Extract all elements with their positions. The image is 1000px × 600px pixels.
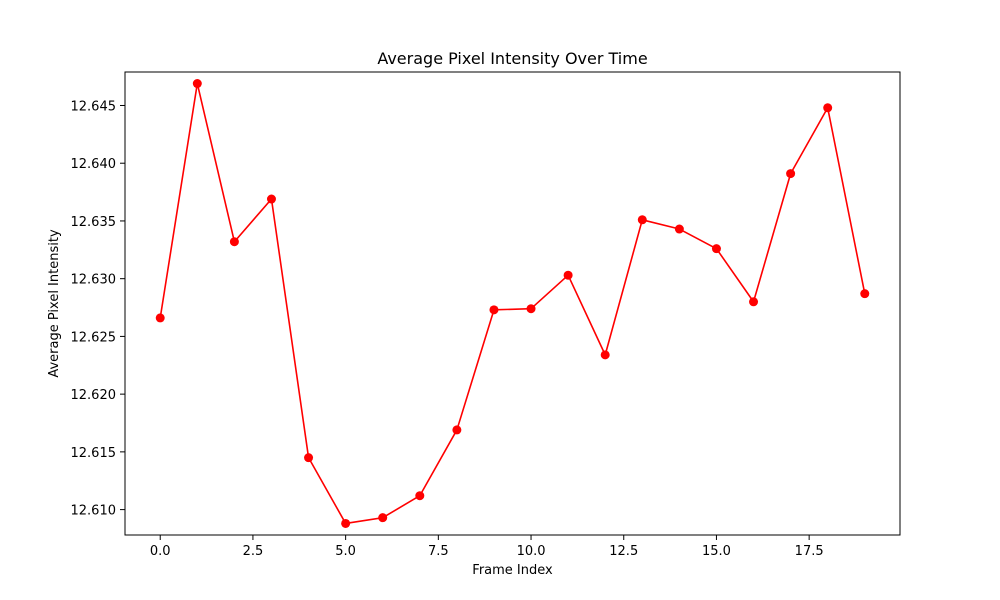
x-tick-label: 5.0 — [335, 544, 356, 559]
y-tick-label: 12.630 — [71, 273, 117, 288]
data-point — [786, 169, 796, 179]
y-tick-label: 12.620 — [71, 388, 117, 403]
x-tick-label: 10.0 — [517, 544, 546, 559]
data-point — [229, 237, 239, 247]
data-point — [415, 491, 425, 501]
data-point — [489, 305, 499, 315]
x-tick-label: 12.5 — [609, 544, 638, 559]
y-tick-label: 12.625 — [71, 330, 117, 345]
data-point — [526, 304, 536, 314]
data-point — [674, 224, 684, 234]
data-point — [860, 289, 870, 299]
data-point — [452, 425, 462, 435]
data-point — [563, 270, 573, 280]
data-point — [711, 244, 721, 254]
y-tick-label: 12.615 — [71, 446, 117, 461]
series-layer — [155, 79, 870, 528]
x-tick-label: 2.5 — [243, 544, 264, 559]
series-line — [159, 82, 866, 525]
x-tick-label: 7.5 — [428, 544, 449, 559]
x-tick-label: 17.5 — [795, 544, 824, 559]
y-tick-label: 12.610 — [71, 504, 117, 519]
chart-title: Average Pixel Intensity Over Time — [377, 49, 647, 68]
plot-frame — [124, 71, 901, 536]
y-tick-label: 12.640 — [71, 157, 117, 172]
x-tick-label: 15.0 — [702, 544, 731, 559]
y-tick-label: 12.645 — [71, 99, 117, 114]
data-point — [600, 350, 610, 360]
data-point — [266, 194, 276, 204]
data-point — [823, 103, 833, 113]
data-point — [341, 518, 351, 528]
x-axis-label: Frame Index — [472, 563, 553, 578]
plot-area — [124, 71, 901, 536]
x-tick-label: 0.0 — [150, 544, 171, 559]
data-point — [637, 215, 647, 225]
y-tick-label: 12.635 — [71, 215, 117, 230]
data-point — [378, 513, 388, 523]
x-axis-ticks: 0.0 2.5 5.0 7.5 10.0 12.5 15.0 17.5 — [150, 535, 824, 559]
y-axis-label: Average Pixel Intensity — [47, 229, 62, 378]
data-point — [749, 297, 759, 307]
data-point — [155, 313, 165, 323]
data-point — [192, 79, 202, 89]
data-point — [304, 453, 314, 463]
y-axis-ticks: 12.610 12.615 12.620 12.625 12.630 12.635 12.6… — [71, 99, 125, 519]
